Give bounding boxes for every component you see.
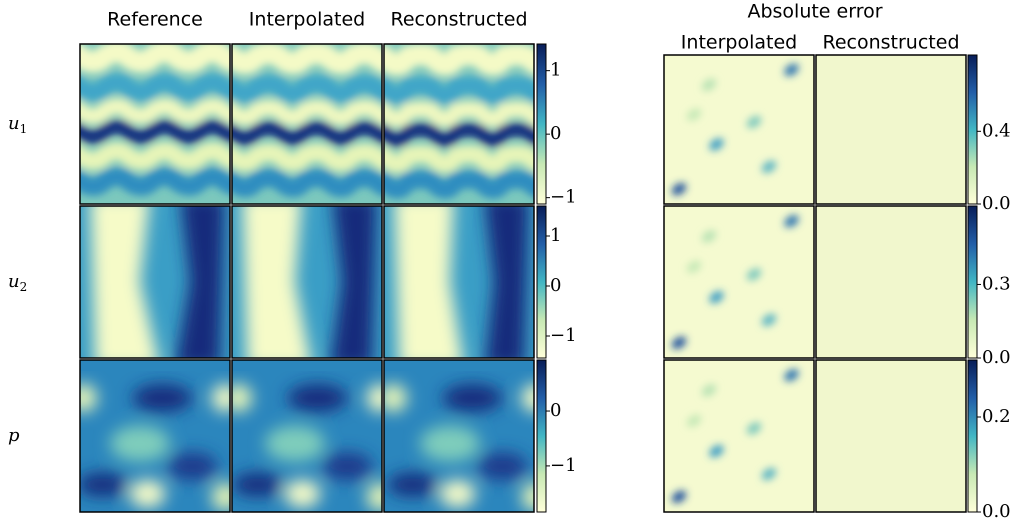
- colorbar: [536, 43, 547, 205]
- panel-frame: [383, 359, 535, 513]
- panel-frame: [663, 359, 815, 513]
- heatmap: [816, 55, 966, 204]
- tick-label: 0.0: [982, 193, 1011, 214]
- heatmap: [232, 360, 382, 512]
- tick-label: 0.4: [982, 120, 1011, 141]
- tick-label: −1: [550, 455, 577, 476]
- error-title: Absolute error: [747, 1, 882, 23]
- heatmap: [816, 206, 966, 358]
- panel-frame: [79, 43, 231, 205]
- heatmap: [664, 360, 814, 512]
- row-label: u2: [8, 271, 27, 294]
- column-title: Reconstructed: [823, 32, 960, 54]
- tick-label: 1: [550, 60, 561, 81]
- panel-frame: [231, 43, 383, 205]
- panel-frame: [79, 359, 231, 513]
- heatmap: [664, 55, 814, 204]
- panel-frame: [383, 43, 535, 205]
- tick-label: 0: [550, 400, 561, 421]
- column-title: Interpolated: [249, 9, 365, 31]
- colorbar: [967, 359, 978, 513]
- heatmap: [664, 206, 814, 358]
- colorbar: [536, 205, 547, 359]
- heatmap: [232, 206, 382, 358]
- tick-label: −1: [550, 325, 577, 346]
- heatmap: [384, 44, 534, 204]
- colorbar: [967, 205, 978, 359]
- column-title: Reference: [107, 9, 203, 31]
- tick-label: 0: [550, 123, 561, 144]
- panel-frame: [79, 205, 231, 359]
- tick-label: 0.0: [982, 347, 1011, 368]
- column-title: Interpolated: [681, 32, 797, 54]
- panel-frame: [231, 205, 383, 359]
- panel-frame: [383, 205, 535, 359]
- row-label: p: [8, 425, 20, 446]
- tick-label: 0: [550, 275, 561, 296]
- colorbar: [536, 359, 547, 513]
- colorbar: [967, 54, 978, 205]
- tick-label: 0.2: [982, 406, 1011, 427]
- panel-frame: [663, 205, 815, 359]
- panel-frame: [663, 54, 815, 205]
- tick-label: 1: [550, 225, 561, 246]
- column-title: Reconstructed: [391, 9, 528, 31]
- panel-frame: [231, 359, 383, 513]
- panel-frame: [815, 205, 967, 359]
- panel-frame: [815, 359, 967, 513]
- heatmap: [80, 360, 230, 512]
- tick-label: 0.0: [982, 501, 1011, 522]
- heatmap: [80, 206, 230, 358]
- heatmap: [384, 206, 534, 358]
- heatmap: [232, 44, 382, 204]
- heatmap: [816, 360, 966, 512]
- heatmap: [384, 360, 534, 512]
- tick-label: −1: [550, 187, 577, 208]
- tick-label: 0.3: [982, 273, 1011, 294]
- row-label: u1: [8, 113, 27, 136]
- panel-frame: [815, 54, 967, 205]
- heatmap: [80, 44, 230, 204]
